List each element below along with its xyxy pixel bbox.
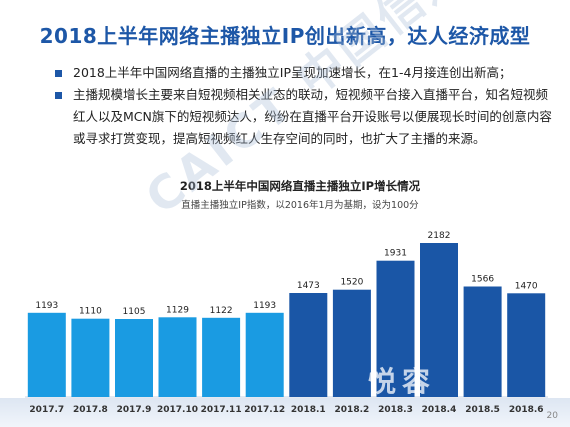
x-tick-label: 2017.12 (244, 405, 285, 415)
bullet-item: 主播规模增长主要来自短视频相关业态的联动，短视频平台接入直播平台，知名短视频红人… (55, 84, 555, 150)
bullet-list: 2018上半年中国网络直播的主播独立IP呈现加速增长，在1-4月接连创出新高； … (55, 62, 555, 150)
square-bullet-icon (55, 92, 62, 99)
bullet-text: 2018上半年中国网络直播的主播独立IP呈现加速增长，在1-4月接连创出新高； (73, 65, 512, 80)
data-label: 1193 (35, 301, 58, 311)
data-label: 1520 (340, 278, 363, 288)
x-tick-label: 2017.9 (117, 405, 152, 415)
bar (420, 243, 458, 397)
bar (202, 317, 241, 397)
bar (71, 318, 110, 397)
x-tick-label: 2018.3 (378, 405, 413, 415)
bottom-band (0, 398, 570, 427)
bar (376, 260, 415, 397)
x-tick-label: 2017.11 (201, 405, 242, 415)
bar (27, 312, 66, 397)
x-tick-label: 2018.6 (509, 405, 544, 415)
chart-subtitle: 直播主播独立IP指数，以2016年1月为基期，设为100分 (181, 199, 419, 211)
bar (245, 312, 284, 397)
bar-group: 1193 2017.7 1110 2017.8 1105 2017.9 1129 2017.1… (25, 231, 548, 415)
bar (507, 293, 546, 397)
data-label: 1470 (515, 281, 538, 291)
data-label: 1110 (79, 307, 102, 317)
x-tick-label: 2018.4 (422, 405, 457, 415)
chart-title: 2018上半年中国网络直播主播独立IP增长情况 (180, 179, 421, 193)
page-number: 20 (546, 411, 558, 421)
bar (115, 319, 153, 397)
x-tick-label: 2017.8 (73, 405, 108, 415)
slide-title: 2018上半年网络主播独立IP创出新高，达人经济成型 (39, 24, 531, 48)
data-label: 1473 (297, 281, 320, 291)
x-tick-label: 2018.1 (291, 405, 326, 415)
bar (158, 317, 197, 397)
data-label: 2182 (428, 231, 451, 241)
x-tick-label: 2017.10 (157, 405, 198, 415)
x-tick-label: 2018.5 (465, 405, 500, 415)
x-tick-label: 2018.2 (335, 405, 370, 415)
x-tick-label: 2017.7 (29, 405, 64, 415)
data-label: 1931 (384, 249, 407, 259)
data-label: 1122 (210, 306, 233, 316)
bullet-text: 主播规模增长主要来自短视频相关业态的联动，短视频平台接入直播平台，知名短视频红人… (73, 87, 552, 146)
bar (332, 289, 371, 397)
bar (463, 286, 502, 397)
data-label: 1193 (253, 301, 276, 311)
bullet-item: 2018上半年中国网络直播的主播独立IP呈现加速增长，在1-4月接连创出新高； (55, 62, 555, 84)
square-bullet-icon (55, 70, 62, 77)
bar (289, 293, 328, 397)
data-label: 1105 (123, 307, 146, 317)
data-label: 1129 (166, 305, 189, 315)
data-label: 1566 (471, 275, 494, 285)
